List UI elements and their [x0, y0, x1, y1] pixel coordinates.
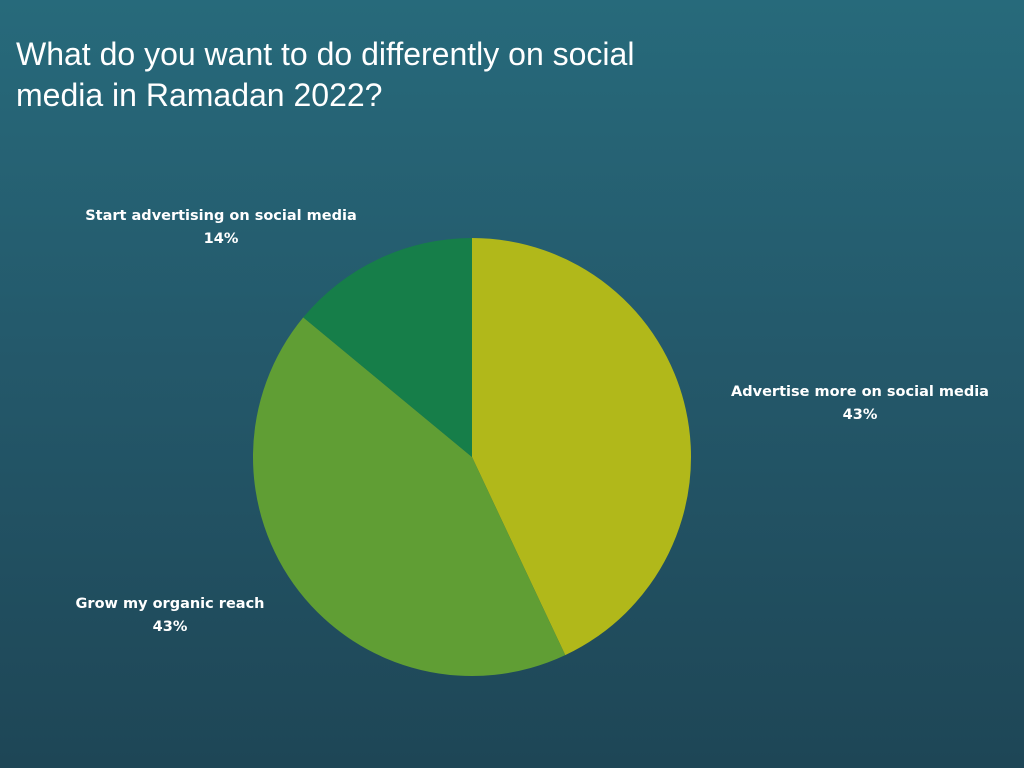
pie-slices — [252, 237, 692, 677]
slice-label-3: Start advertising on social media — [85, 208, 357, 224]
slice-value-2: 43% — [153, 619, 188, 635]
slice-value-1: 43% — [843, 407, 878, 423]
slice-labels: Advertise more on social media 43% Grow my… — [76, 208, 989, 635]
slice-label-1: Advertise more on social media — [731, 384, 989, 400]
slice-value-3: 14% — [204, 231, 239, 247]
pie-slice-1 — [472, 237, 692, 656]
chart-title: What do you want to do differently on so… — [16, 36, 635, 113]
pie-slice-2 — [252, 317, 566, 677]
pie-slice-3 — [303, 238, 472, 457]
slice-label-2: Grow my organic reach — [76, 596, 265, 612]
